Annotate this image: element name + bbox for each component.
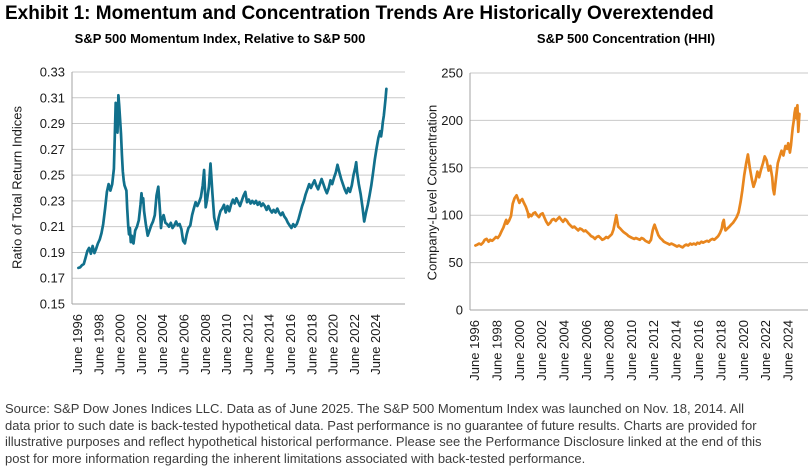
footer-line: data prior to such date is back-tested h… [5, 417, 757, 433]
y-tick-label: 0.19 [40, 245, 65, 260]
x-tick-label: June 2002 [534, 320, 549, 381]
x-tick-label: June 2008 [601, 320, 616, 381]
y-tick-label: 50 [449, 255, 463, 270]
x-tick-label: June 2000 [512, 320, 527, 381]
x-tick-label: June 2018 [713, 320, 728, 381]
x-tick-label: June 2004 [557, 320, 572, 381]
footer-line: Source: S&P Dow Jones Indices LLC. Data … [5, 401, 745, 416]
hhi-chart-title: S&P 500 Concentration (HHI) [536, 31, 716, 46]
x-tick-label: June 2012 [240, 314, 255, 375]
x-tick-label: June 2002 [134, 314, 149, 375]
hhi-line [474, 103, 801, 249]
x-tick-label: June 2014 [669, 320, 684, 381]
y-tick-label: 0.21 [40, 219, 65, 234]
x-tick-label: June 1996 [70, 314, 85, 375]
momentum-line [77, 87, 388, 270]
source-disclosure-text: Source: S&P Dow Jones Indices LLC. Data … [5, 401, 809, 467]
x-tick-label: June 2022 [758, 320, 773, 381]
y-tick-label: 200 [441, 113, 463, 128]
y-tick-label: 100 [441, 208, 463, 223]
y-tick-label: 0 [456, 303, 463, 318]
y-tick-label: 0.29 [40, 116, 65, 131]
footer-line: post for more information regarding the … [5, 450, 586, 466]
y-tick-label: 0.33 [40, 65, 65, 80]
y-tick-label: 0.17 [40, 271, 65, 286]
exhibit-title: Exhibit 1: Momentum and Concentration Tr… [5, 3, 714, 24]
y-tick-label: 0.27 [40, 142, 65, 157]
momentum-chart: 0.15 0.17 0.19 0.21 0.23 0.25 0.27 0.29 0.31 0.33… [40, 65, 405, 375]
x-tick-label: June 2010 [219, 314, 234, 375]
footer-line: illustrative purposes and reflect hypoth… [5, 434, 762, 450]
x-tick-label: June 2022 [347, 314, 362, 375]
hhi-chart: 0 50 100 150 200 250 June 1996 June 1998 June 20… [441, 66, 808, 381]
y-tick-label: 150 [441, 160, 463, 175]
x-tick-label: June 2024 [781, 320, 796, 381]
x-tick-label: June 2018 [304, 314, 319, 375]
x-tick-label: June 2020 [326, 314, 341, 375]
y-tick-label: 0.25 [40, 168, 65, 183]
x-tick-label: June 2016 [691, 320, 706, 381]
x-tick-label: June 2006 [177, 314, 192, 375]
x-tick-label: June 2004 [155, 314, 170, 375]
x-tick-label: June 2016 [283, 314, 298, 375]
x-tick-label: June 2008 [198, 314, 213, 375]
x-tick-label: June 1998 [489, 320, 504, 381]
x-tick-label: June 1996 [467, 320, 482, 381]
x-tick-label: June 2014 [262, 314, 277, 375]
x-tick-label: June 2000 [113, 314, 128, 375]
y-tick-label: 250 [441, 66, 463, 81]
x-tick-label: June 2020 [736, 320, 751, 381]
x-tick-label: June 2024 [368, 314, 383, 375]
y-tick-label: 0.31 [40, 90, 65, 105]
x-tick-label: June 2012 [646, 320, 661, 381]
y-tick-label: 0.15 [40, 297, 65, 312]
momentum-chart-title: S&P 500 Momentum Index, Relative to S&P … [74, 31, 366, 46]
y-tick-label: 0.23 [40, 193, 65, 208]
x-tick-label: June 2010 [624, 320, 639, 381]
x-tick-label: June 1998 [91, 314, 106, 375]
x-tick-label: June 2006 [579, 320, 594, 381]
